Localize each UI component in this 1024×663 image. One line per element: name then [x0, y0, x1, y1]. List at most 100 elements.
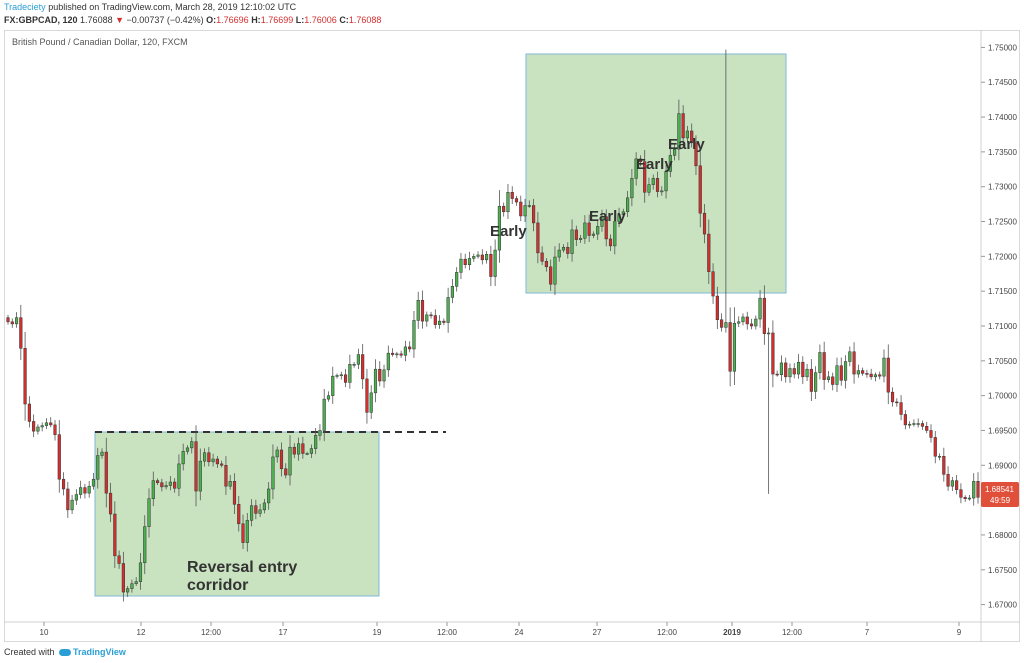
candle [309, 444, 313, 459]
candle [865, 369, 869, 378]
x-tick-label: 24 [515, 628, 524, 637]
candle-body [143, 526, 147, 564]
candle [890, 387, 895, 407]
candle [694, 135, 698, 175]
annotation-early-3: Early [636, 156, 673, 173]
candle-body [728, 322, 732, 372]
candle-body [514, 198, 519, 203]
candle-body [732, 322, 737, 372]
publish-text: published on TradingView.com, March 28, … [48, 2, 297, 12]
x-tick-label: 12:00 [782, 628, 803, 637]
price-change: −0.00737 (−0.42%) [126, 15, 204, 25]
candle [523, 198, 527, 222]
candle [138, 553, 143, 590]
candle [44, 418, 49, 430]
candle [561, 244, 566, 253]
candle-body [532, 205, 536, 224]
y-tick-label: 1.67000 [988, 601, 1017, 610]
candle-body [707, 233, 711, 272]
candle-body [425, 314, 429, 322]
candle [920, 420, 925, 430]
candle [450, 278, 454, 304]
y-tick-label: 1.74000 [988, 113, 1017, 122]
candle [348, 354, 352, 389]
y-tick-label: 1.73000 [988, 183, 1017, 192]
candle-body [275, 449, 279, 458]
x-tick-label: 12 [137, 628, 146, 637]
candle-body [215, 458, 219, 465]
candle [331, 366, 335, 404]
candle [292, 443, 296, 459]
candle [771, 320, 775, 388]
candle-body [831, 376, 835, 385]
annotation-early-1: Early [490, 223, 527, 240]
candle-body [87, 485, 91, 494]
candle-body [292, 446, 296, 455]
author-link[interactable]: Tradeciety [4, 2, 46, 12]
candle [801, 356, 805, 384]
candle-body [557, 249, 561, 258]
candle-body [916, 423, 920, 425]
candle-body [865, 373, 869, 375]
candle [903, 410, 907, 430]
candle-body [185, 447, 190, 452]
close-value: 1.76088 [348, 15, 382, 25]
candle [143, 515, 147, 575]
candle [728, 307, 732, 387]
candle-body [869, 373, 873, 378]
candle [403, 340, 407, 362]
candle-body [6, 317, 10, 323]
candle-body [271, 456, 275, 490]
last-price-label: 1.68541 [985, 485, 1014, 494]
candle [352, 362, 356, 368]
candle-body [946, 474, 950, 487]
candle [673, 143, 677, 161]
candle [690, 123, 694, 148]
candle-body [634, 158, 638, 179]
low-label: L: [295, 15, 305, 25]
candle-body [147, 498, 151, 527]
candle [232, 473, 237, 515]
open-label: O: [206, 15, 217, 25]
candle [305, 451, 309, 456]
candle-body [775, 373, 779, 376]
candle-body [608, 238, 613, 247]
candle-body [908, 423, 912, 426]
countdown-label: 49:59 [990, 496, 1011, 505]
candle [335, 373, 339, 379]
candle-body [237, 504, 241, 525]
candle-body [96, 455, 100, 480]
tradingview-brand[interactable]: TradingView [73, 647, 126, 657]
candle [160, 478, 164, 492]
candle [937, 453, 942, 461]
candle-body [130, 583, 134, 589]
candle [485, 251, 489, 264]
candle-body [412, 320, 416, 350]
chart-panel[interactable] [4, 30, 1020, 642]
candle-body [613, 221, 617, 247]
candle-body [856, 370, 860, 375]
candle [779, 355, 784, 382]
candle-body [903, 414, 907, 426]
candle-body [113, 513, 117, 557]
candle [130, 579, 134, 593]
candle [502, 202, 506, 217]
open-value: 1.76696 [216, 15, 249, 25]
candle [882, 349, 886, 383]
candle-body [681, 113, 685, 139]
candle-body [232, 481, 237, 505]
candle-body [540, 252, 544, 262]
x-tick-label: 12:00 [201, 628, 222, 637]
candle [79, 480, 83, 499]
candle [852, 342, 856, 384]
candle-body [49, 422, 53, 426]
candle-body [967, 497, 972, 500]
candle [929, 424, 933, 443]
candle [322, 388, 326, 442]
candle-body [61, 478, 66, 490]
candle [544, 258, 548, 272]
candle [566, 242, 570, 259]
candle [361, 343, 365, 389]
candle [702, 203, 707, 244]
